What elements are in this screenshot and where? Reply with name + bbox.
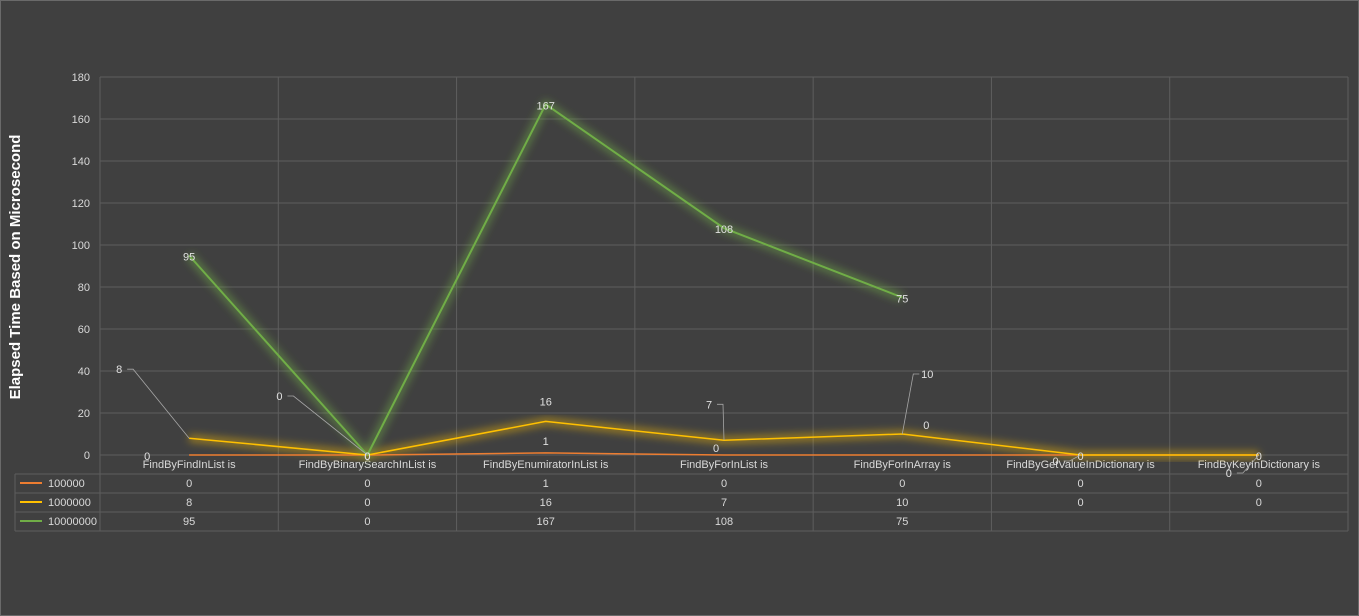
table-cell: 8 [186, 497, 192, 509]
category-label: FindByBinarySearchInList is [299, 459, 437, 471]
data-label: 10 [921, 369, 933, 381]
y-tick-label: 120 [72, 198, 90, 210]
y-tick-label: 40 [78, 366, 90, 378]
table-cell: 16 [540, 497, 552, 509]
data-label: 0 [1226, 468, 1232, 480]
table-cell: 0 [364, 497, 370, 509]
y-tick-label: 160 [72, 114, 90, 126]
y-tick-label: 180 [72, 72, 90, 84]
data-label: 0 [364, 451, 370, 463]
legend-label: 1000000 [48, 497, 91, 509]
data-label: 0 [1256, 451, 1262, 463]
y-tick-label: 60 [78, 324, 90, 336]
gridlines [99, 76, 1349, 531]
data-label: 167 [537, 100, 555, 112]
y-tick-label: 20 [78, 408, 90, 420]
data-label: 0 [276, 391, 282, 403]
category-label: FindByEnumiratorInList is [483, 459, 609, 471]
data-label: 0 [144, 451, 150, 463]
table-cell: 7 [721, 497, 727, 509]
table-cell: 75 [896, 516, 908, 528]
leader-line [1236, 454, 1260, 474]
table-cell: 0 [1078, 478, 1084, 490]
leader-line [717, 403, 725, 441]
leader-line [127, 368, 190, 439]
data-label: 108 [715, 224, 733, 236]
data-label: 75 [896, 294, 908, 306]
leader-line [1063, 454, 1081, 462]
legend-label: 10000000 [48, 516, 97, 528]
data-label: 0 [364, 451, 370, 463]
table-cell: 0 [899, 478, 905, 490]
data-label: 8 [116, 364, 122, 376]
y-axis: 0 20 40 60 80 100 120 140 160 180 [72, 72, 90, 462]
y-tick-label: 80 [78, 282, 90, 294]
data-label: 0 [1053, 456, 1059, 468]
y-axis-title: Elapsed Time Based on Microsecond [7, 135, 24, 400]
data-label: 0 [923, 420, 929, 432]
category-label: FindByGetValueInDictionary is [1006, 459, 1155, 471]
leader-line [901, 373, 920, 435]
leader-line [287, 395, 368, 456]
series-line [188, 103, 903, 456]
y-tick-label: 0 [84, 450, 90, 462]
table-cell: 95 [183, 516, 195, 528]
data-label: 1 [543, 436, 549, 448]
data-label: 95 [183, 252, 195, 264]
table-cell: 0 [364, 478, 370, 490]
data-table: FindByFindInList is FindByBinarySearchInL… [14, 459, 1348, 532]
data-label: 0 [713, 443, 719, 455]
category-label: FindByKeyInDictionary is [1198, 459, 1321, 471]
table-cell: 108 [715, 516, 733, 528]
data-label: 16 [540, 396, 552, 408]
table-cell: 1 [543, 478, 549, 490]
legend-label: 100000 [48, 478, 85, 490]
data-label: 0 [1078, 451, 1084, 463]
table-cell: 0 [364, 516, 370, 528]
table-cell: 0 [1256, 478, 1262, 490]
table-cell: 10 [896, 497, 908, 509]
table-cell: 0 [1256, 497, 1262, 509]
data-label: 7 [706, 399, 712, 411]
table-cell: 0 [721, 478, 727, 490]
table-cell: 167 [537, 516, 555, 528]
table-cell: 0 [1078, 497, 1084, 509]
category-label: FindByForInArray is [854, 459, 952, 471]
y-tick-label: 100 [72, 240, 90, 252]
category-label: FindByFindInList is [143, 459, 236, 471]
y-tick-label: 140 [72, 156, 90, 168]
table-cell: 0 [186, 478, 192, 490]
category-label: FindByForInList is [680, 459, 769, 471]
